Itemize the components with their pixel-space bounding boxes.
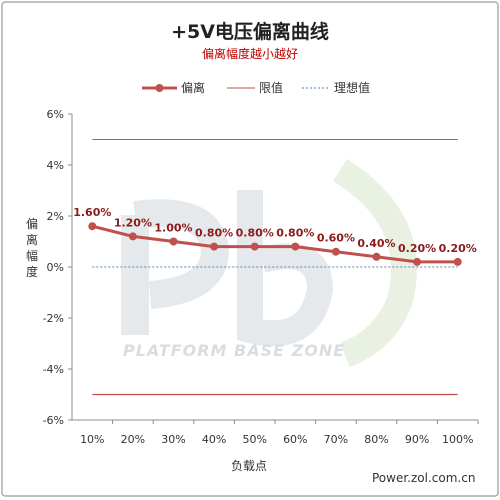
legend-deviation-label: 偏离: [181, 80, 205, 95]
y-tick-label: 0%: [47, 261, 64, 274]
deviation-data-label: 1.00%: [154, 222, 192, 235]
watermark-text: PLATFORM BASE ZONE: [123, 341, 345, 360]
deviation-data-label: 1.60%: [73, 206, 111, 219]
x-tick-label: 50%: [242, 433, 266, 446]
deviation-point: [291, 242, 300, 251]
watermark-b-shape: [237, 190, 334, 347]
x-tick-label: 60%: [283, 433, 307, 446]
deviation-point: [169, 237, 178, 246]
x-tick-label: 30%: [161, 433, 185, 446]
legend: 偏离 限值 理想值: [142, 80, 370, 95]
y-axis-label-char: 离: [26, 232, 38, 247]
y-tick-label: 6%: [47, 108, 64, 121]
y-tick-label: 2%: [47, 210, 64, 223]
y-axis-label-char: 度: [26, 264, 38, 279]
x-axis-label: 负载点: [231, 459, 267, 473]
legend-deviation-marker: [155, 84, 164, 92]
y-axis-label-char: 幅: [26, 248, 38, 263]
reference-lines: [92, 139, 458, 396]
legend-limit-label: 限值: [259, 80, 283, 95]
deviation-point: [210, 242, 219, 251]
deviation-data-label: 0.20%: [439, 242, 477, 255]
deviation-data-label: 0.20%: [398, 242, 436, 255]
deviation-data-label: 0.40%: [357, 237, 395, 250]
y-tick-label: 4%: [47, 159, 64, 172]
x-tick-label: 20%: [121, 433, 145, 446]
x-tick-label: 90%: [405, 433, 429, 446]
deviation-data-label: 0.80%: [236, 227, 274, 240]
x-tick-label: 80%: [364, 433, 388, 446]
deviation-data-label: 0.80%: [276, 227, 314, 240]
deviation-point: [331, 247, 340, 256]
deviation-series: 1.60%1.20% 1.00% 0.80% 0.80% 0.80% 0.60% 0.40%…: [73, 206, 477, 266]
x-tick-label: 10%: [80, 433, 104, 446]
x-tick-label: 100%: [442, 433, 473, 446]
legend-ideal-label: 理想值: [334, 80, 370, 95]
deviation-point: [372, 252, 381, 261]
axes: 6% 4% 2% 0% -2% -4% -6% 10% 20% 30% 40% 50% 60% 70% 80…: [43, 108, 479, 446]
deviation-data-label: 0.80%: [195, 227, 233, 240]
deviation-point: [413, 257, 422, 266]
y-tick-label: -4%: [43, 363, 64, 376]
deviation-data-label: 0.60%: [317, 232, 355, 245]
y-tick-label: -6%: [43, 414, 64, 427]
deviation-line: [91, 224, 458, 264]
deviation-point: [453, 257, 462, 266]
deviation-data-label: 1.20%: [114, 216, 152, 229]
y-tick-label: -2%: [43, 312, 64, 325]
deviation-point: [250, 242, 259, 251]
y-axis-label: 偏离幅度: [26, 216, 38, 279]
chart-subtitle: 偏离幅度越小越好: [202, 46, 298, 61]
chart-title: +5V电压偏离曲线: [171, 20, 329, 43]
deviation-point: [88, 222, 97, 231]
deviation-point: [128, 232, 137, 241]
watermark-swoosh-shape: [332, 158, 417, 368]
x-tick-label: 40%: [202, 433, 226, 446]
credit-text: Power.zol.com.cn: [372, 471, 475, 485]
y-axis-label-char: 偏: [26, 216, 38, 231]
x-tick-label: 70%: [324, 433, 348, 446]
